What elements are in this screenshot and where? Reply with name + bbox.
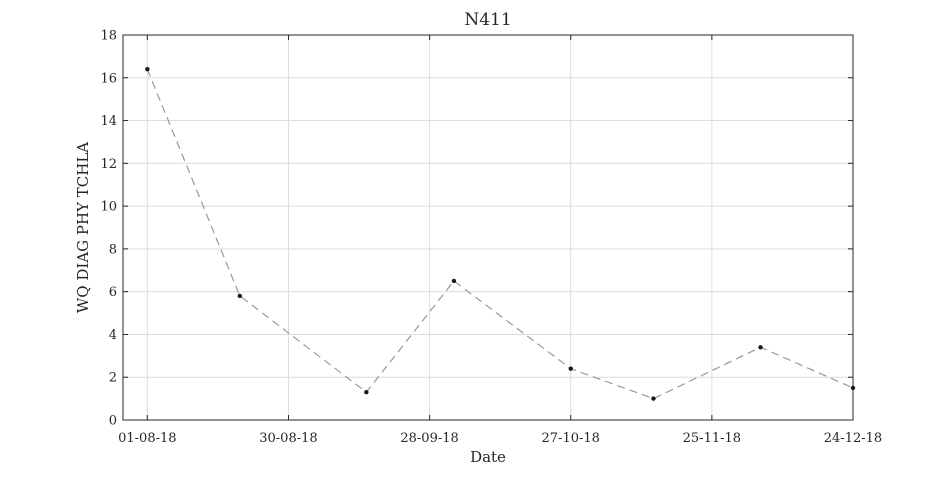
x-axis-title: Date: [470, 448, 506, 466]
grid-lines: [123, 34, 854, 421]
data-point: [451, 278, 457, 284]
x-tick-label: 30-08-18: [259, 431, 317, 446]
chart-title: N411: [464, 10, 511, 30]
axis-ticks: 0 2 4 6 8 10 12 14 16 18 01-08-18 30-08-18 28-09-18 2…: [100, 29, 882, 447]
y-tick-label: 18: [100, 29, 117, 44]
y-tick-label: 14: [100, 114, 117, 129]
plot-area-frame: [122, 34, 854, 421]
y-tick-label: 8: [109, 242, 117, 257]
data-point: [850, 385, 856, 391]
y-tick-label: 2: [109, 371, 117, 386]
y-tick-label: 4: [109, 328, 117, 343]
y-axis-title: WQ DIAG PHY TCHLA: [74, 142, 92, 313]
x-tick-label: 25-11-18: [683, 431, 741, 446]
x-tick-label: 01-08-18: [118, 431, 176, 446]
y-tick-label: 12: [100, 157, 117, 172]
x-tick-label: 24-12-18: [824, 431, 882, 446]
x-tick-label: 27-10-18: [542, 431, 600, 446]
data-point: [651, 396, 656, 401]
data-point: [568, 366, 573, 371]
x-tick-label: 28-09-18: [400, 431, 458, 446]
y-tick-label: 6: [109, 285, 117, 300]
data-point: [758, 345, 763, 350]
series-line: [146, 68, 854, 400]
y-tick-label: 0: [109, 414, 117, 429]
series-layer: [145, 67, 856, 401]
y-tick-label: 10: [100, 200, 117, 215]
y-tick-label: 16: [100, 71, 117, 86]
data-point: [237, 293, 242, 299]
data-point: [364, 389, 369, 395]
data-point: [145, 67, 150, 72]
